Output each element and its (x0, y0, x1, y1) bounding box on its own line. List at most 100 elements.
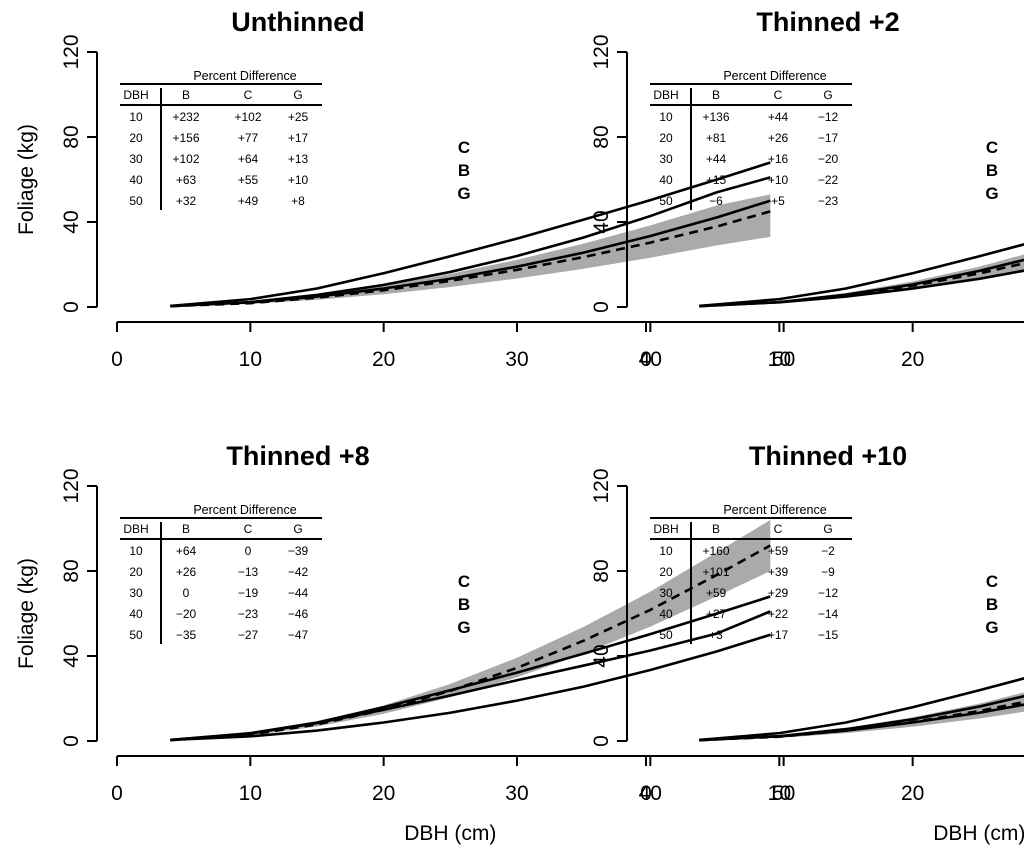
chart-panel-4: Thinned +10 0 40 80 120 0 10 20 30 40 50 DBH (cm) C B… (590, 441, 1024, 845)
percent-difference-table: Percent Difference DBH B C G 10 +64 0 −39 20 +26 −1… (120, 503, 322, 644)
x-tick-label: 0 (111, 782, 123, 805)
y-tick-label: 120 (60, 468, 83, 503)
x-tick-label: 30 (505, 348, 528, 371)
table-cell: 20 (129, 131, 143, 145)
table-cell: 10 (659, 544, 673, 558)
table-col-header: DBH (123, 522, 148, 536)
y-tick-label: 40 (60, 210, 83, 233)
percent-difference-table: Percent Difference DBH B C G 10 +232 +102 +25 20 +… (120, 69, 322, 210)
table-cell: +64 (238, 152, 259, 166)
x-tick-label: 50 (772, 782, 795, 805)
table-cell: −47 (288, 628, 309, 642)
table-cell: +5 (771, 194, 785, 208)
y-axis-label: Foliage (kg) (15, 558, 38, 669)
table-cell: 30 (659, 586, 673, 600)
table-col-header: G (293, 522, 302, 536)
table-cell: 40 (659, 173, 673, 187)
table-cell: +136 (702, 110, 729, 124)
series-line-b (699, 694, 1024, 742)
table-heading: Percent Difference (723, 69, 826, 83)
table-cell: +59 (768, 544, 789, 558)
chart-title: Thinned +2 (756, 7, 899, 37)
curve-label-b: B (986, 161, 998, 180)
table-cell: −46 (288, 607, 309, 621)
table-cell: +81 (706, 131, 727, 145)
table-col-header: C (774, 88, 783, 102)
y-tick-label: 40 (60, 644, 83, 667)
table-cell: −2 (821, 544, 835, 558)
table-cell: +64 (176, 544, 197, 558)
x-tick-label: 40 (639, 348, 662, 371)
table-cell: +44 (768, 110, 789, 124)
table-cell: +39 (768, 565, 789, 579)
series-line-c (699, 243, 1024, 308)
y-tick-label: 40 (590, 644, 613, 667)
table-cell: +15 (706, 173, 727, 187)
x-tick-label: 20 (372, 348, 395, 371)
table-cell: 50 (659, 628, 673, 642)
table-cell: 20 (659, 565, 673, 579)
table-cell: −20 (176, 607, 197, 621)
table-cell: 10 (659, 110, 673, 124)
curve-label-c: C (986, 572, 998, 591)
table-cell: +16 (768, 152, 789, 166)
y-tick-label: 80 (590, 559, 613, 582)
x-tick-label: 20 (901, 348, 924, 371)
table-col-header: B (712, 522, 720, 536)
table-cell: 0 (245, 544, 252, 558)
table-cell: −13 (238, 565, 259, 579)
series-line-g (699, 703, 1024, 742)
table-cell: +232 (172, 110, 199, 124)
table-cell: −15 (818, 628, 839, 642)
table-col-header: G (293, 88, 302, 102)
table-cell: 20 (659, 131, 673, 145)
table-cell: 40 (129, 607, 143, 621)
x-tick-label: 0 (640, 782, 652, 805)
y-tick-label: 120 (60, 34, 83, 69)
table-cell: −19 (238, 586, 259, 600)
curve-label-g: G (985, 618, 998, 637)
table-cell: −12 (818, 586, 839, 600)
table-cell: +102 (172, 152, 199, 166)
table-cell: −20 (818, 152, 839, 166)
table-col-header: DBH (653, 88, 678, 102)
curve-label-g: G (457, 184, 470, 203)
y-tick-label: 0 (60, 735, 83, 747)
table-cell: −22 (818, 173, 839, 187)
table-cell: +77 (238, 131, 259, 145)
table-cell: +17 (768, 628, 789, 642)
y-tick-label: 0 (60, 301, 83, 313)
series-line-observed (170, 544, 771, 742)
chart-title: Thinned +10 (749, 441, 907, 471)
y-tick-label: 0 (590, 735, 613, 747)
curve-label-g: G (985, 184, 998, 203)
series-line-observed (699, 261, 1024, 308)
table-cell: −35 (176, 628, 197, 642)
x-axis-label: DBH (cm) (933, 822, 1024, 845)
chart-title: Unthinned (231, 7, 364, 37)
y-tick-label: 120 (590, 468, 613, 503)
table-cell: +13 (288, 152, 309, 166)
confidence-band (170, 194, 771, 307)
table-cell: 40 (659, 607, 673, 621)
chart-panel-2: Thinned +20408012001020304050CBGPercent … (590, 7, 1024, 371)
curve-label-c: C (458, 572, 470, 591)
series-line-b (170, 610, 771, 742)
table-cell: 10 (129, 544, 143, 558)
table-cell: 30 (129, 586, 143, 600)
table-cell: +17 (288, 131, 309, 145)
table-cell: +32 (176, 194, 197, 208)
table-cell: 30 (129, 152, 143, 166)
percent-difference-table: Percent Difference DBH B C G 10 +160 +59 −2 20 +10… (650, 503, 852, 644)
table-col-header: B (182, 522, 190, 536)
x-tick-label: 50 (772, 348, 795, 371)
table-cell: 0 (183, 586, 190, 600)
x-tick-label: 20 (372, 782, 395, 805)
x-tick-label: 20 (901, 782, 924, 805)
table-cell: −9 (821, 565, 835, 579)
x-tick-label: 30 (505, 782, 528, 805)
percent-difference-table: Percent Difference DBH B C G 10 +136 +44 −12 20 +8… (650, 69, 852, 210)
curve-label-g: G (457, 618, 470, 637)
